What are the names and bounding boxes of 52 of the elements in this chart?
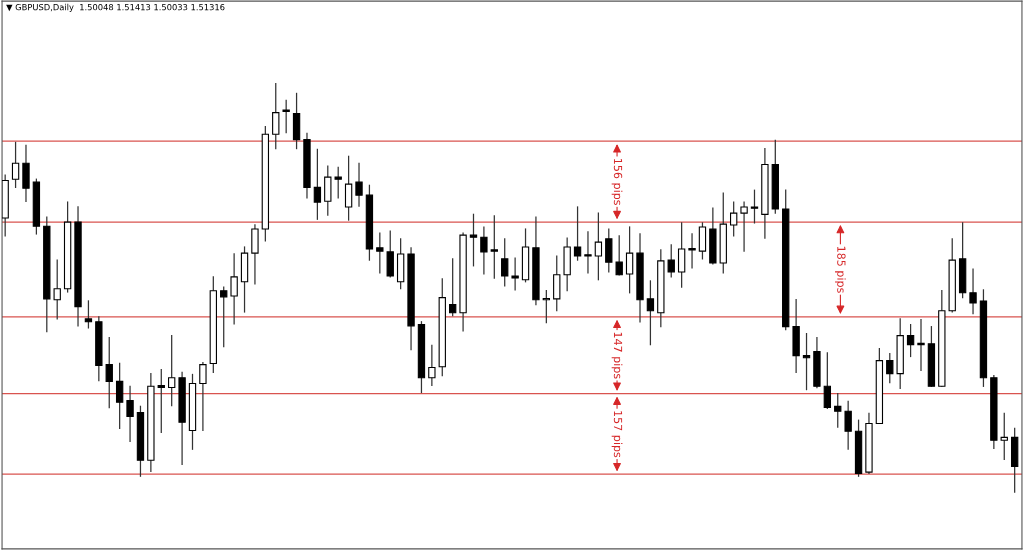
candlestick [823,352,832,410]
candlestick [334,166,342,199]
candlestick [802,332,811,391]
candlestick [469,213,478,267]
candlestick [501,238,509,287]
candlestick [917,319,925,372]
candlestick [667,244,675,278]
candlestick [220,286,228,348]
candlestick [449,258,457,317]
candlestick [490,215,498,279]
candlestick [594,212,603,281]
candlestick [376,232,384,274]
candlestick [199,361,207,432]
candlestick [844,400,852,450]
candlestick [906,324,915,358]
candlestick [428,344,436,387]
annotation: 147 pips [611,332,623,379]
candlestick [969,268,977,315]
candlestick [573,206,582,261]
candlestick [646,280,655,346]
annotation: 185 pips [835,246,846,293]
candlestick [584,231,592,274]
candlestick [230,253,238,325]
candlestick [625,226,634,294]
candlestick [11,141,20,189]
annotation: 157 pips [611,411,623,458]
candlestick [886,353,894,384]
candlestick [157,368,165,434]
candlestick [53,259,61,320]
candlestick [605,228,613,273]
candlestick [511,257,519,291]
candlestick [282,99,290,134]
candlestick [313,148,322,220]
chart-title: ▼ GBPUSD,Daily 1.50048 1.51413 1.50033 1.51316 [6,3,225,12]
candlestick [750,189,759,224]
candlestick [272,82,280,150]
candlestick [729,201,738,237]
candlestick [740,201,748,252]
candlestick [1000,412,1008,461]
candlestick [84,300,93,329]
candlestick [677,222,686,288]
candlestick [168,335,176,407]
candlestick [834,393,842,428]
candlestick [344,155,353,221]
annotation: 156 pips [611,159,623,205]
candlestick [688,233,696,269]
candlestick [126,385,134,443]
candlestick [615,235,623,276]
candlestick [355,162,363,207]
candlestick [480,226,488,275]
candlestick [105,337,113,409]
candlestick [115,362,124,430]
